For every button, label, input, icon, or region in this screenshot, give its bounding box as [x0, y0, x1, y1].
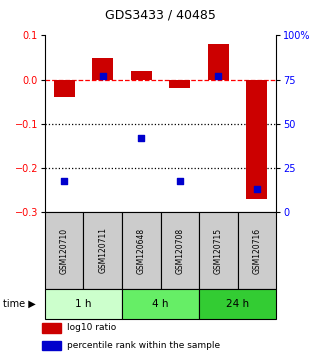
- Text: GSM120715: GSM120715: [214, 227, 223, 274]
- Bar: [246, 80, 267, 199]
- Bar: [131, 71, 152, 80]
- Bar: [54, 80, 75, 97]
- Text: time ▶: time ▶: [3, 298, 36, 309]
- Point: [62, 178, 67, 183]
- Bar: [42, 323, 61, 333]
- Text: GSM120708: GSM120708: [175, 227, 184, 274]
- Point: [216, 73, 221, 79]
- Text: 24 h: 24 h: [226, 298, 249, 309]
- Text: percentile rank within the sample: percentile rank within the sample: [67, 341, 221, 350]
- Bar: [169, 80, 190, 88]
- Text: GSM120710: GSM120710: [60, 227, 69, 274]
- Text: 1 h: 1 h: [75, 298, 92, 309]
- Text: GSM120711: GSM120711: [98, 228, 107, 273]
- Text: GDS3433 / 40485: GDS3433 / 40485: [105, 9, 216, 22]
- Point: [177, 178, 182, 183]
- Bar: [160, 212, 199, 289]
- Bar: [122, 289, 199, 319]
- Bar: [199, 289, 276, 319]
- Text: log10 ratio: log10 ratio: [67, 323, 117, 332]
- Text: GSM120716: GSM120716: [252, 227, 261, 274]
- Bar: [83, 212, 122, 289]
- Bar: [45, 212, 83, 289]
- Bar: [92, 57, 113, 80]
- Bar: [122, 212, 160, 289]
- Bar: [208, 44, 229, 80]
- Point: [100, 73, 105, 79]
- Bar: [238, 212, 276, 289]
- Bar: [199, 212, 238, 289]
- Bar: [42, 341, 61, 350]
- Point: [139, 135, 144, 141]
- Point: [254, 187, 259, 192]
- Text: 4 h: 4 h: [152, 298, 169, 309]
- Bar: [45, 289, 122, 319]
- Text: GSM120648: GSM120648: [137, 227, 146, 274]
